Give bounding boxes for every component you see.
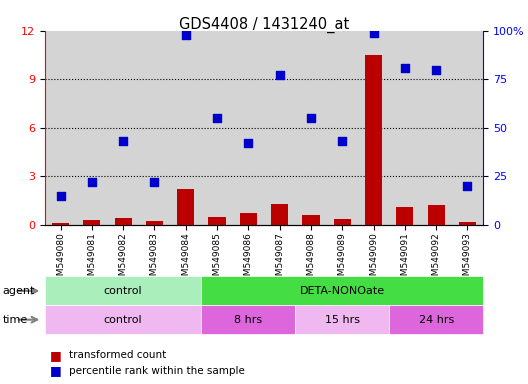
Point <box>432 66 440 73</box>
Bar <box>365 55 382 225</box>
Text: DETA-NONOate: DETA-NONOate <box>300 286 385 296</box>
Bar <box>52 223 69 225</box>
Text: time: time <box>3 314 28 325</box>
Bar <box>264 31 295 225</box>
Bar <box>76 31 108 225</box>
Point <box>88 179 96 185</box>
Text: control: control <box>104 314 143 325</box>
Bar <box>358 31 389 225</box>
Bar <box>334 219 351 225</box>
Bar <box>201 31 233 225</box>
Point <box>370 30 378 36</box>
Point <box>244 140 252 146</box>
Point <box>119 138 127 144</box>
Point <box>307 115 315 121</box>
Text: agent: agent <box>3 286 35 296</box>
Bar <box>83 220 100 225</box>
Point <box>150 179 158 185</box>
Bar <box>240 212 257 225</box>
Text: transformed count: transformed count <box>69 350 166 360</box>
Text: 8 hrs: 8 hrs <box>234 314 262 325</box>
Bar <box>396 207 413 225</box>
Text: 15 hrs: 15 hrs <box>325 314 360 325</box>
Bar <box>209 217 225 225</box>
Bar <box>295 305 389 334</box>
Point <box>463 183 472 189</box>
Text: 24 hrs: 24 hrs <box>419 314 454 325</box>
Text: ■: ■ <box>50 364 62 377</box>
Bar <box>389 305 483 334</box>
Text: GDS4408 / 1431240_at: GDS4408 / 1431240_at <box>179 17 349 33</box>
Bar <box>115 218 132 225</box>
Bar <box>428 205 445 225</box>
Bar <box>452 31 483 225</box>
Point <box>276 72 284 78</box>
Bar <box>146 221 163 225</box>
Text: percentile rank within the sample: percentile rank within the sample <box>69 366 244 376</box>
Text: ■: ■ <box>50 349 62 362</box>
Bar <box>303 215 319 225</box>
Bar <box>389 31 420 225</box>
Bar <box>170 31 201 225</box>
Point <box>56 192 65 199</box>
Point <box>338 138 346 144</box>
Bar <box>271 204 288 225</box>
Bar <box>327 31 358 225</box>
Bar <box>295 31 327 225</box>
Bar <box>233 31 264 225</box>
Bar <box>139 31 170 225</box>
Bar <box>45 276 201 305</box>
Bar <box>177 189 194 225</box>
Point <box>213 115 221 121</box>
Bar <box>459 222 476 225</box>
Bar <box>108 31 139 225</box>
Point <box>401 65 409 71</box>
Bar <box>45 305 201 334</box>
Bar <box>420 31 452 225</box>
Text: control: control <box>104 286 143 296</box>
Bar <box>45 31 76 225</box>
Bar <box>201 305 295 334</box>
Point <box>182 31 190 38</box>
Bar <box>201 276 483 305</box>
